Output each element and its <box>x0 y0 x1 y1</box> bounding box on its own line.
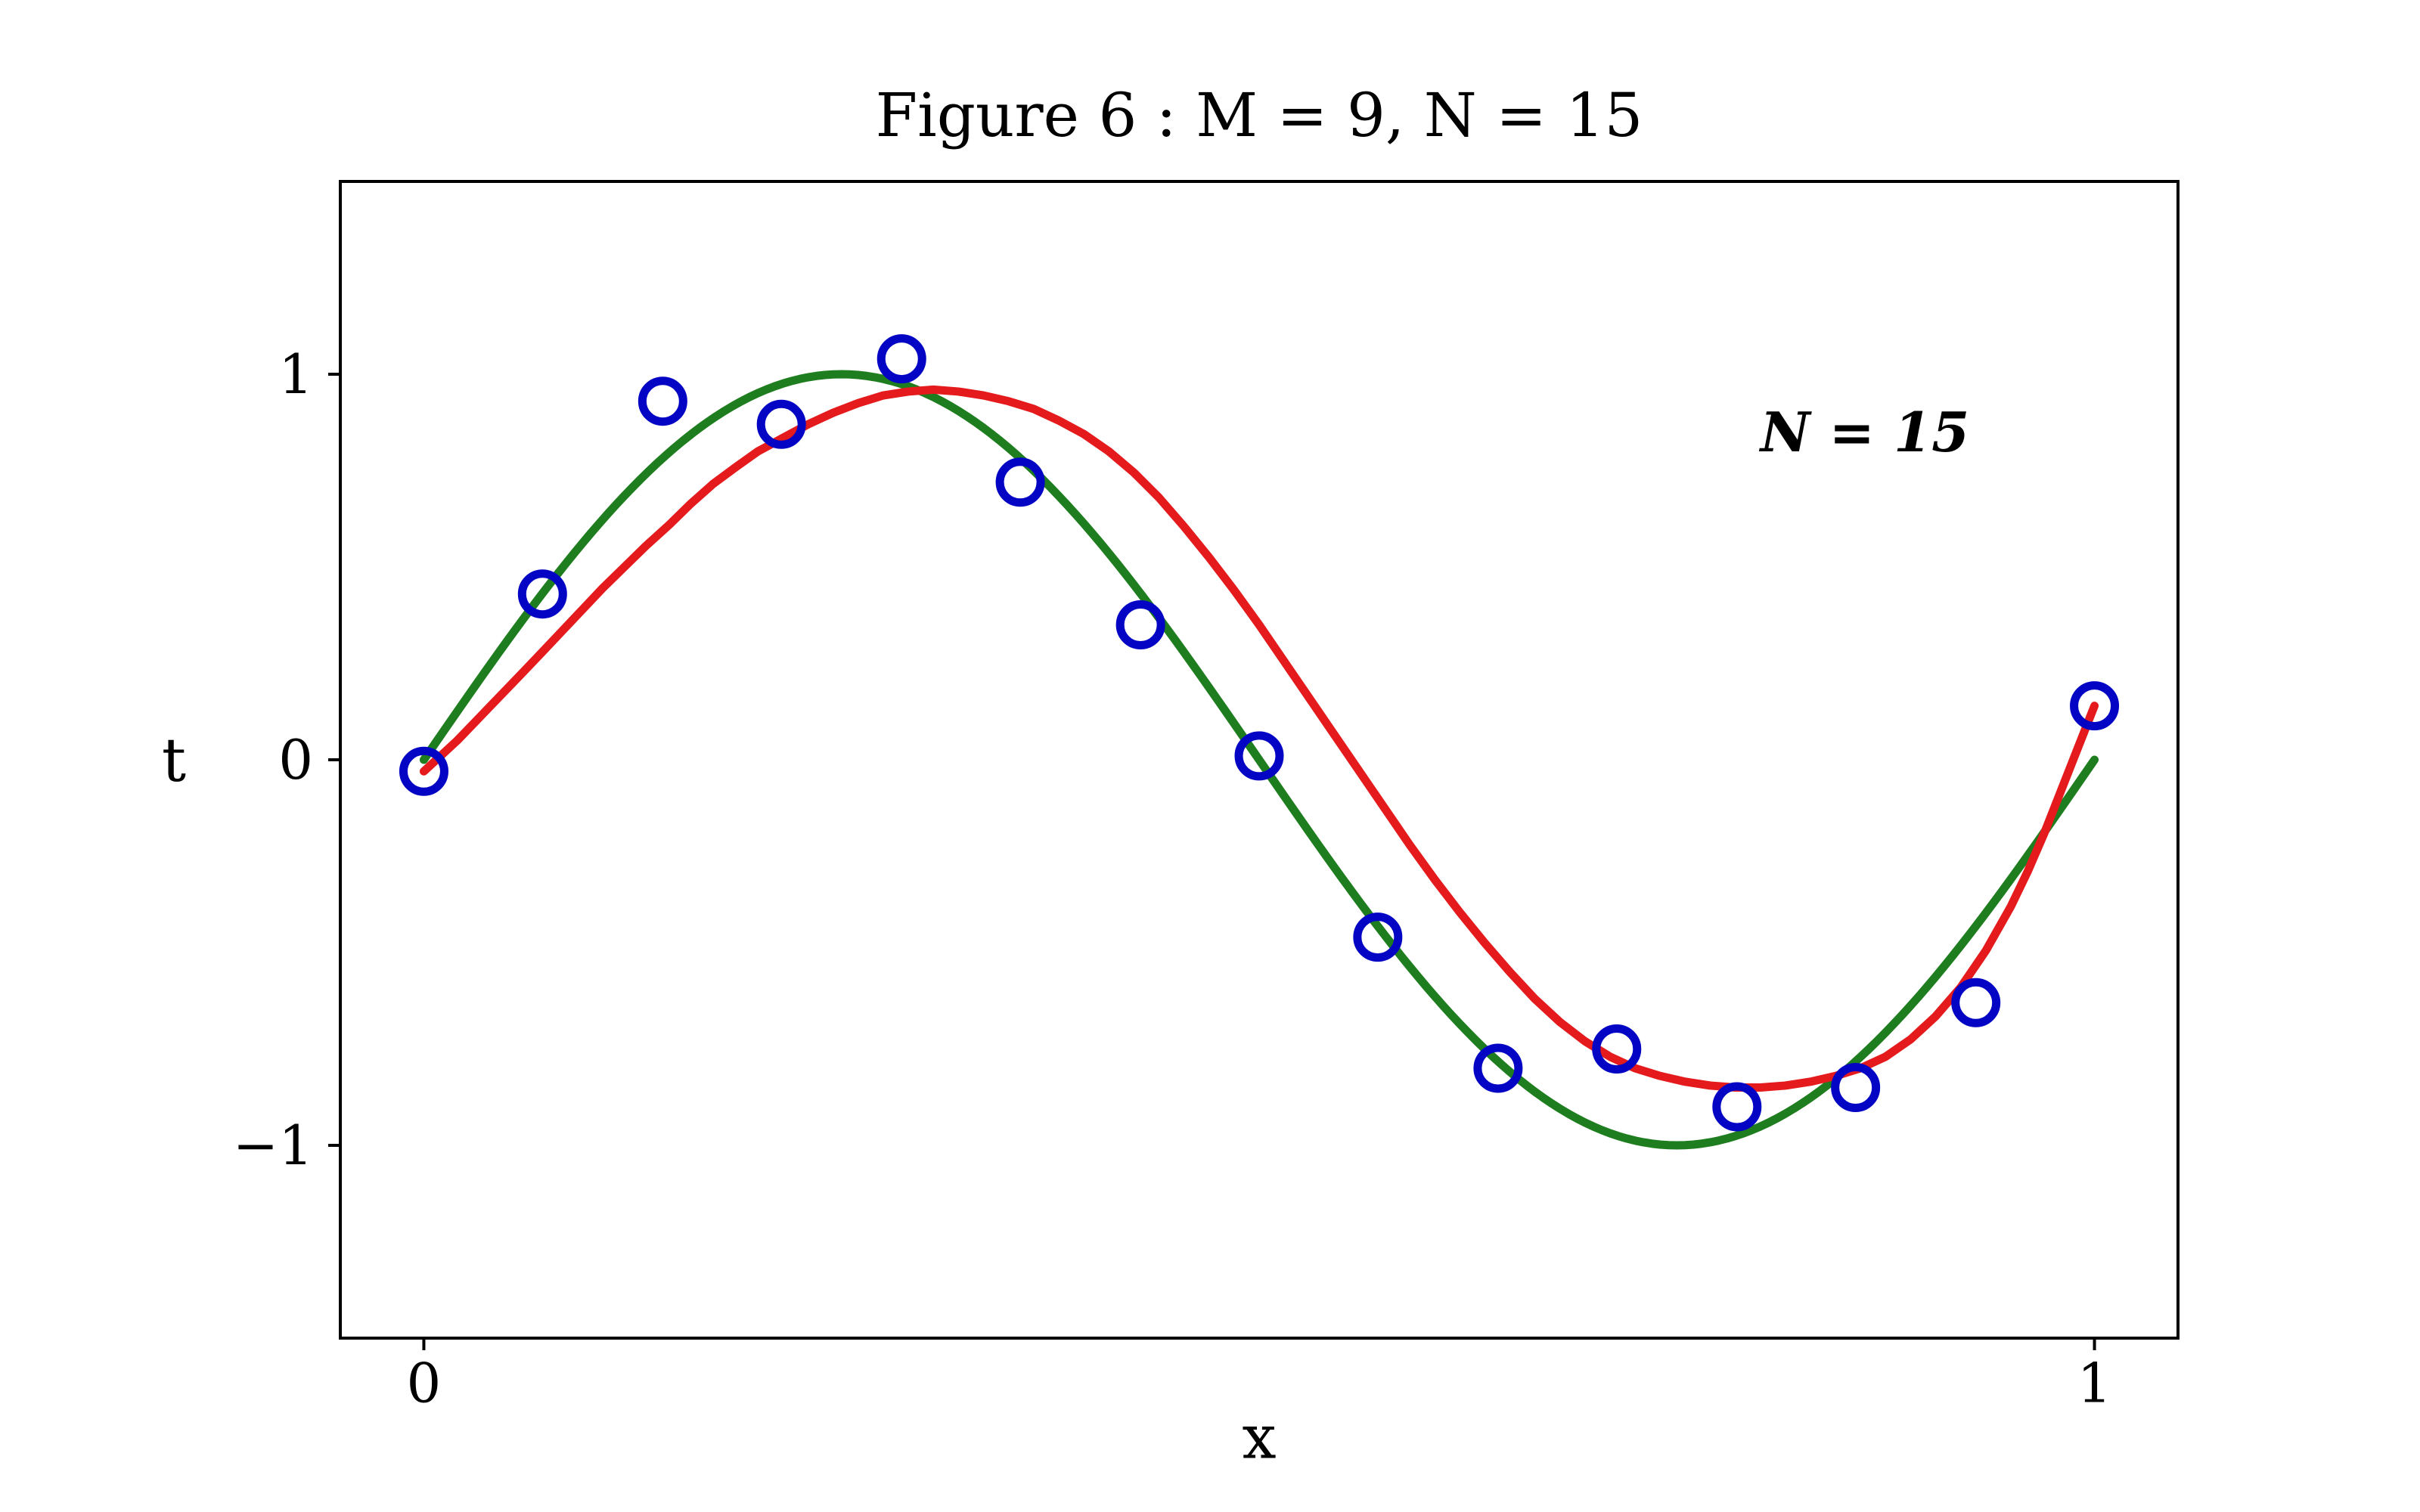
ytick-label: 1 <box>278 342 313 406</box>
chart-container: 0 1 −1 0 1 Figure 6 : M = 9, N = 15 x t N = 15 <box>0 0 2420 1512</box>
chart-title: Figure 6 : M = 9, N = 15 <box>876 80 1643 150</box>
y-axis-label: t <box>162 725 186 795</box>
ytick-label: −1 <box>233 1114 313 1177</box>
x-axis-label: x <box>1242 1402 1276 1472</box>
chart-annotation: N = 15 <box>1759 400 1969 464</box>
xtick-label: 0 <box>407 1351 442 1414</box>
chart-background <box>0 0 2420 1512</box>
chart-svg: 0 1 −1 0 1 Figure 6 : M = 9, N = 15 x t N = 15 <box>0 0 2420 1512</box>
xtick-label: 1 <box>2077 1351 2112 1414</box>
ytick-label: 0 <box>278 728 313 792</box>
